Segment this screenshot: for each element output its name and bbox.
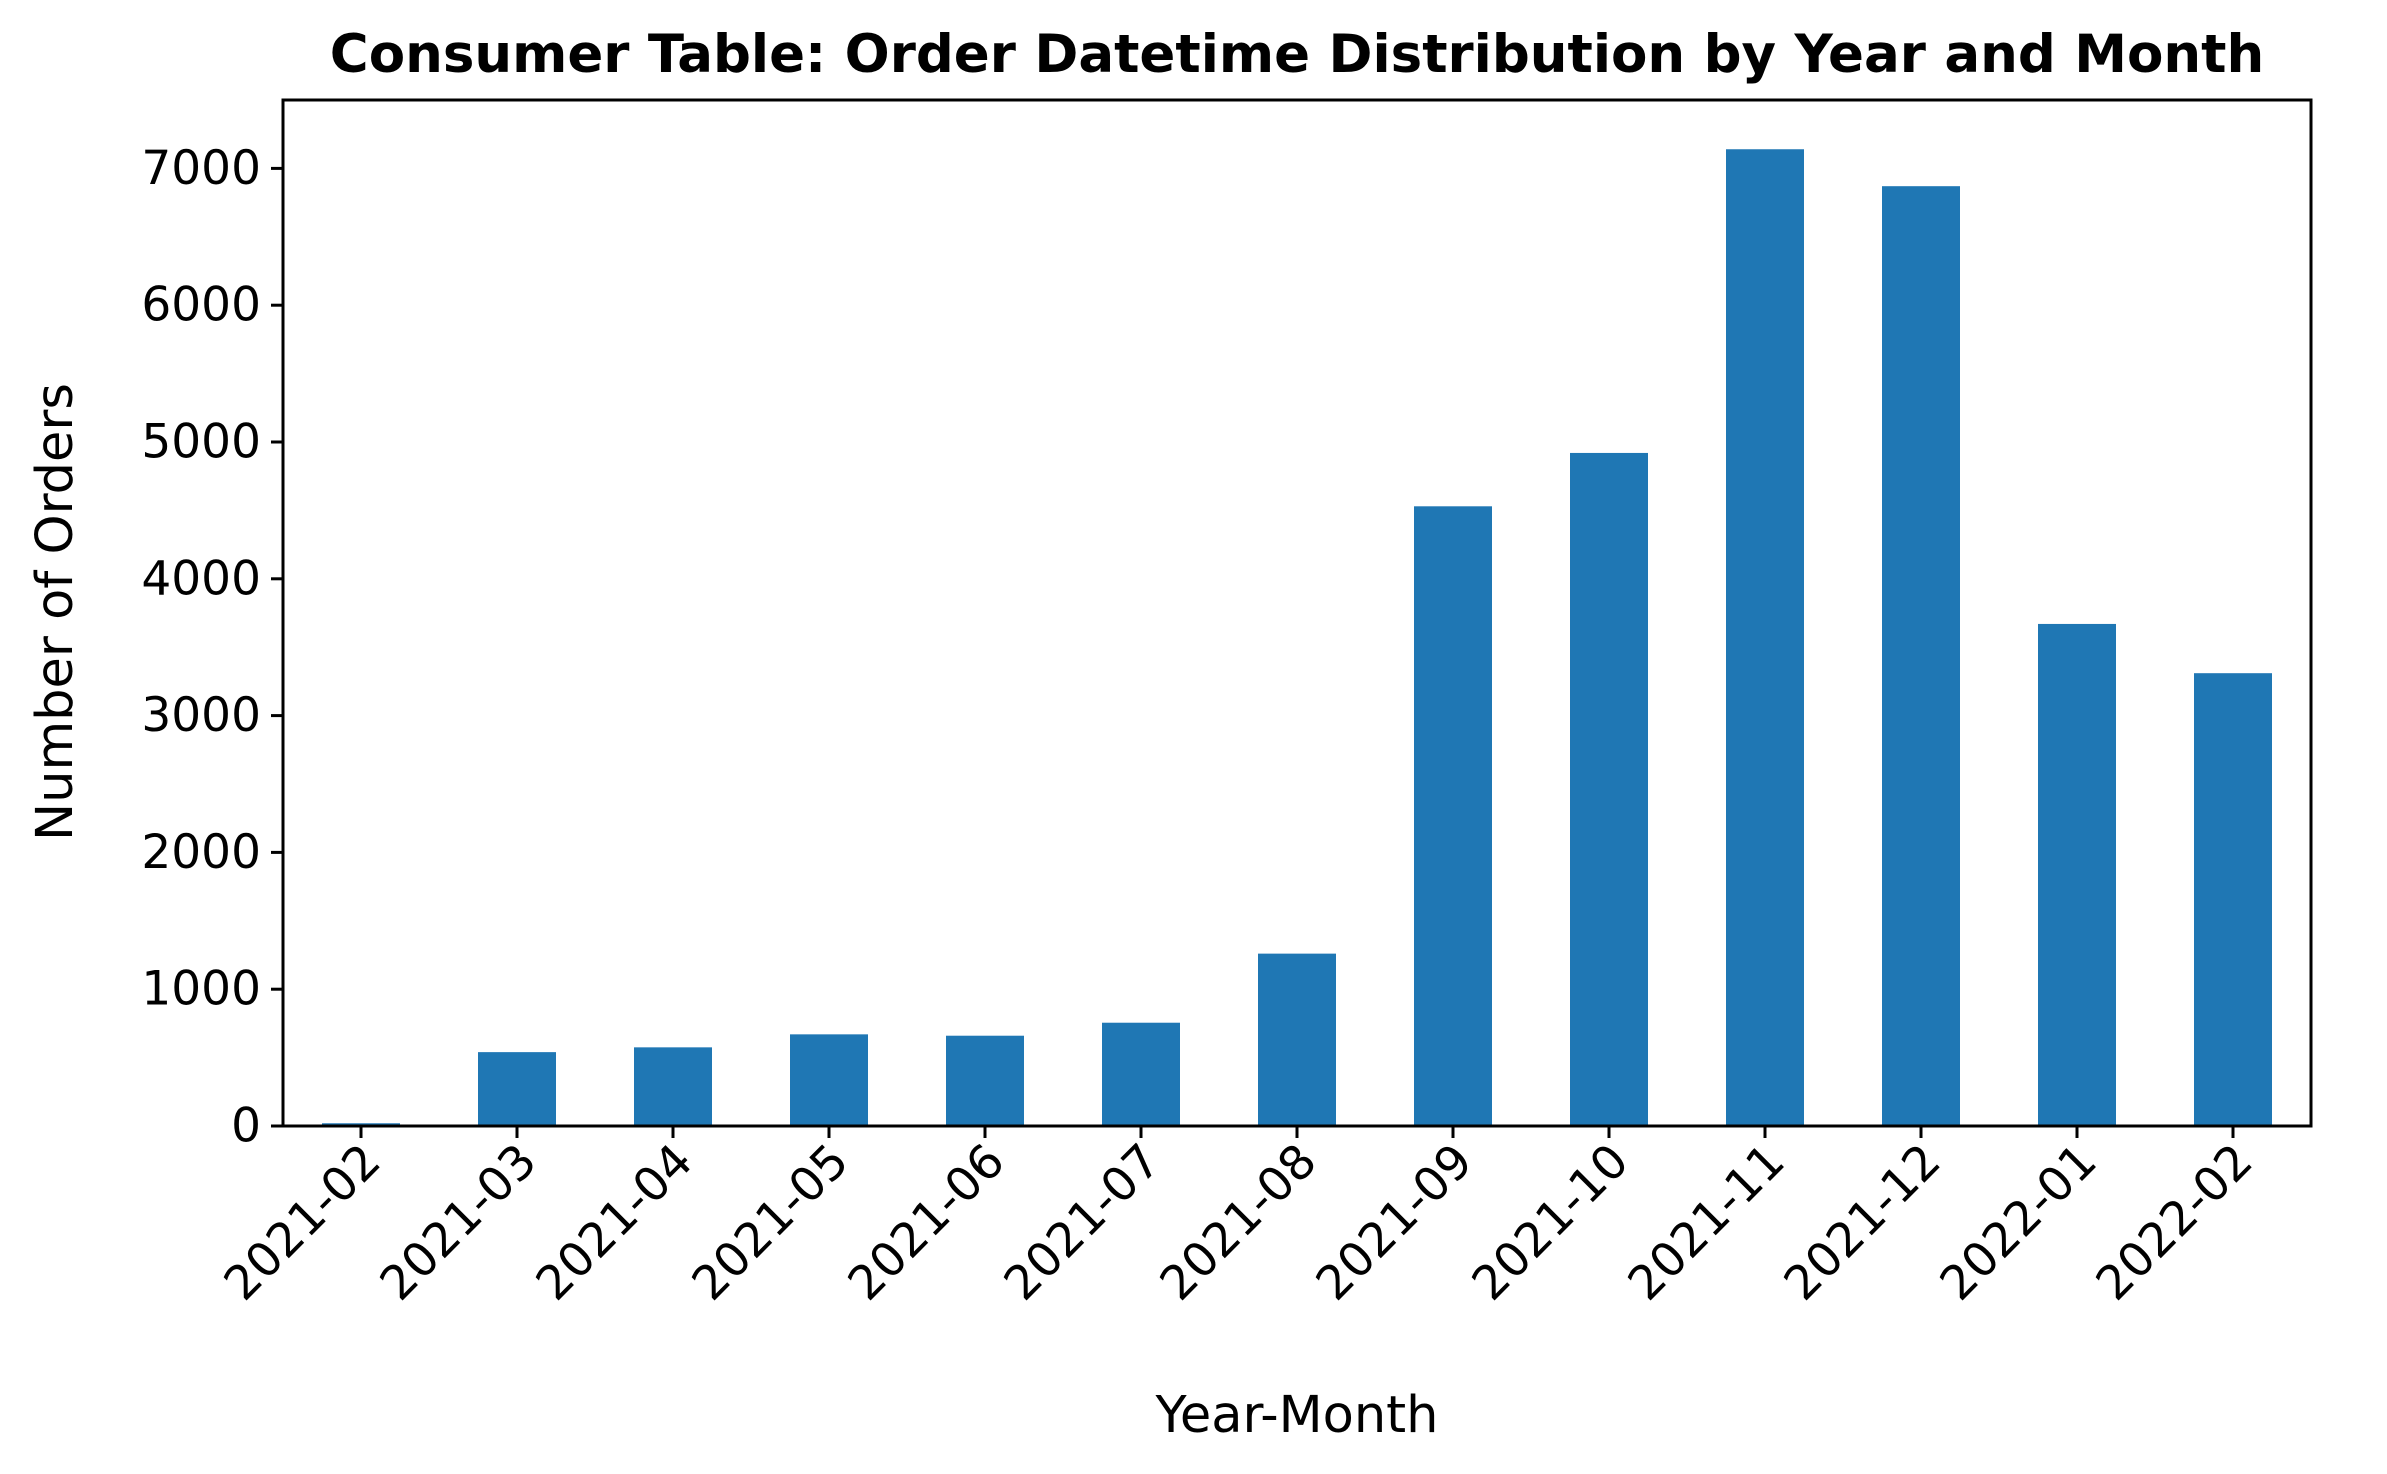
x-tick-label: 2021-06 <box>838 1134 1016 1312</box>
x-tick-label: 2021-08 <box>1150 1134 1328 1312</box>
bar-2021-10 <box>1570 452 1648 1127</box>
x-axis-ticks: 2021-022021-032021-042021-052021-062021-… <box>214 1126 2264 1312</box>
y-axis-label: Number of Orders <box>26 383 85 841</box>
x-tick-label: 2021-09 <box>1306 1134 1484 1312</box>
bar-2021-04 <box>634 1047 712 1126</box>
x-tick-label: 2021-07 <box>994 1134 1172 1312</box>
y-tick-label: 5000 <box>141 415 261 470</box>
x-axis-label: Year-Month <box>1155 1386 1439 1445</box>
bar-2021-12 <box>1882 186 1960 1126</box>
y-tick-label: 6000 <box>141 278 261 333</box>
bar-2021-09 <box>1414 506 1492 1126</box>
bar-2021-11 <box>1726 149 1804 1127</box>
bar-2022-02 <box>2194 673 2272 1126</box>
y-tick-label: 4000 <box>141 551 261 606</box>
x-tick-label: 2022-01 <box>1930 1134 2108 1312</box>
x-tick-label: 2021-03 <box>370 1134 548 1312</box>
y-tick-label: 2000 <box>141 825 261 880</box>
bar-2022-01 <box>2038 623 2116 1126</box>
plot-frame <box>281 98 2313 1128</box>
y-axis-ticks: 0 1000 2000 3000 4000 5000 6000 7000 <box>141 141 283 1154</box>
bar-2021-08 <box>1258 953 1336 1126</box>
bars-layer <box>322 149 2272 1127</box>
bar-2021-03 <box>478 1052 556 1126</box>
x-tick-label: 2021-10 <box>1462 1134 1640 1312</box>
y-tick-label: 1000 <box>141 962 261 1017</box>
bar-2021-06 <box>946 1035 1024 1126</box>
x-tick-label: 2021-02 <box>214 1134 392 1312</box>
chart-title: Consumer Table: Order Datetime Distribut… <box>330 24 2264 85</box>
x-tick-label: 2021-05 <box>682 1134 860 1312</box>
y-tick-label: 7000 <box>141 141 261 196</box>
x-tick-label: 2022-02 <box>2086 1134 2264 1312</box>
x-tick-label: 2021-04 <box>526 1134 704 1312</box>
bar-2021-07 <box>1102 1022 1180 1126</box>
y-tick-label: 3000 <box>141 688 261 743</box>
y-tick-label: 0 <box>231 1099 261 1154</box>
bar-2021-05 <box>790 1034 868 1126</box>
x-tick-label: 2021-12 <box>1774 1134 1952 1312</box>
x-tick-label: 2021-11 <box>1618 1134 1796 1312</box>
